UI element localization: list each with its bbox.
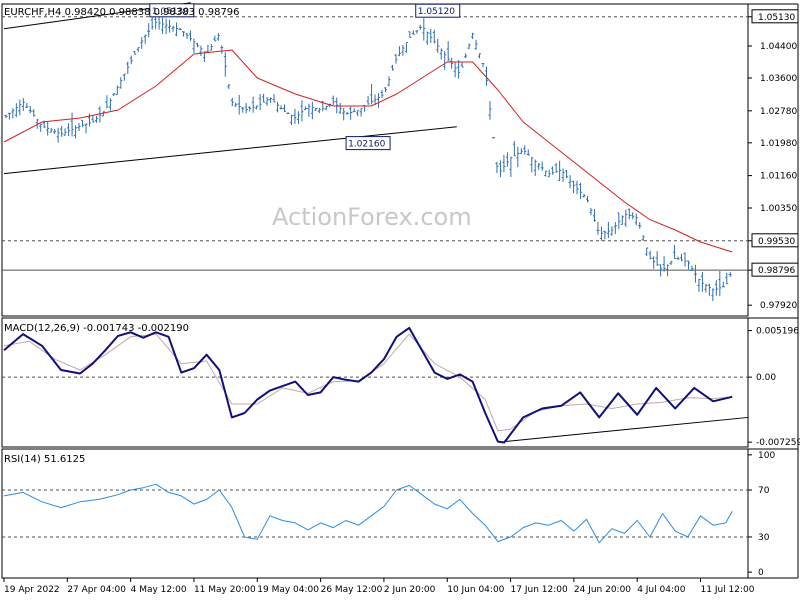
x-tick-label: 4 Jul 04:00 (637, 585, 686, 595)
x-tick-label: 4 May 12:00 (131, 585, 187, 595)
sma-line (3, 49, 733, 253)
price-annotation: 1.05120 (418, 7, 455, 17)
price-annotation-box (149, 3, 195, 18)
x-tick-label: 17 Jun 12:00 (511, 585, 568, 595)
rsi-line (3, 483, 733, 544)
x-tick-label: 26 May 12:00 (321, 585, 383, 595)
main-tick-label: 1.00350 (760, 204, 797, 214)
price-annotation-box (345, 136, 391, 151)
macd-tick-label: 0.00 (756, 373, 776, 383)
main-tick-label: 1.02780 (760, 107, 797, 117)
price-annotation: 1.02160 (348, 140, 385, 150)
x-tick-label: 2 Jun 20:00 (384, 585, 436, 595)
macd-label: MACD(12,26,9) -0.001743 -0.002190 (4, 323, 189, 334)
level-label: 1.05130 (758, 13, 795, 23)
level-label-box (751, 262, 799, 277)
x-tick-label: 10 Jun 04:00 (447, 585, 504, 595)
rsi-tick-label: 0 (758, 568, 764, 578)
macd-line (3, 326, 733, 444)
level-label-box (751, 9, 799, 24)
main-tick-label: 1.01160 (760, 172, 797, 182)
main-tick-label: 1.01980 (760, 139, 797, 149)
rsi-tick-label: 30 (758, 533, 770, 543)
main-tick-label: 1.03600 (760, 74, 797, 84)
macd-signal-line (3, 333, 733, 432)
x-tick-label: 11 Jul 12:00 (701, 585, 755, 595)
main-tick-label: 0.97920 (760, 301, 797, 311)
x-tick-label: 11 May 20:00 (194, 585, 256, 595)
price-bars (4, 10, 732, 302)
x-tick-label: 19 Apr 2022 (4, 585, 60, 595)
rsi-tick-label: 70 (758, 486, 770, 496)
price-annotation: 1.05130 (152, 7, 189, 17)
symbol-label: EURCHF,H4 0.98420 0.98838 0.98383 0.9879… (4, 7, 240, 18)
price-annotation-box (415, 3, 461, 18)
main-frame (1, 3, 749, 317)
rsi-tick-label: 100 (758, 451, 775, 461)
x-tick-label: 27 Apr 04:00 (67, 585, 126, 595)
rsi-label: RSI(14) 51.6125 (4, 454, 85, 465)
macd-tick-label: 0.005196 (756, 327, 799, 337)
level-label: 0.98796 (758, 266, 795, 276)
level-label-box (751, 233, 799, 248)
x-tick-label: 24 Jun 20:00 (574, 585, 631, 595)
macd-tick-label: -0.007259 (756, 438, 800, 448)
watermark: ActionForex.com (272, 203, 472, 231)
level-label: 0.99530 (758, 237, 795, 247)
macd-frame (1, 317, 749, 448)
main-tick-label: 1.04400 (760, 42, 797, 52)
trendline (3, 126, 457, 175)
trendline (504, 416, 749, 443)
x-tick-label: 19 May 04:00 (257, 585, 319, 595)
